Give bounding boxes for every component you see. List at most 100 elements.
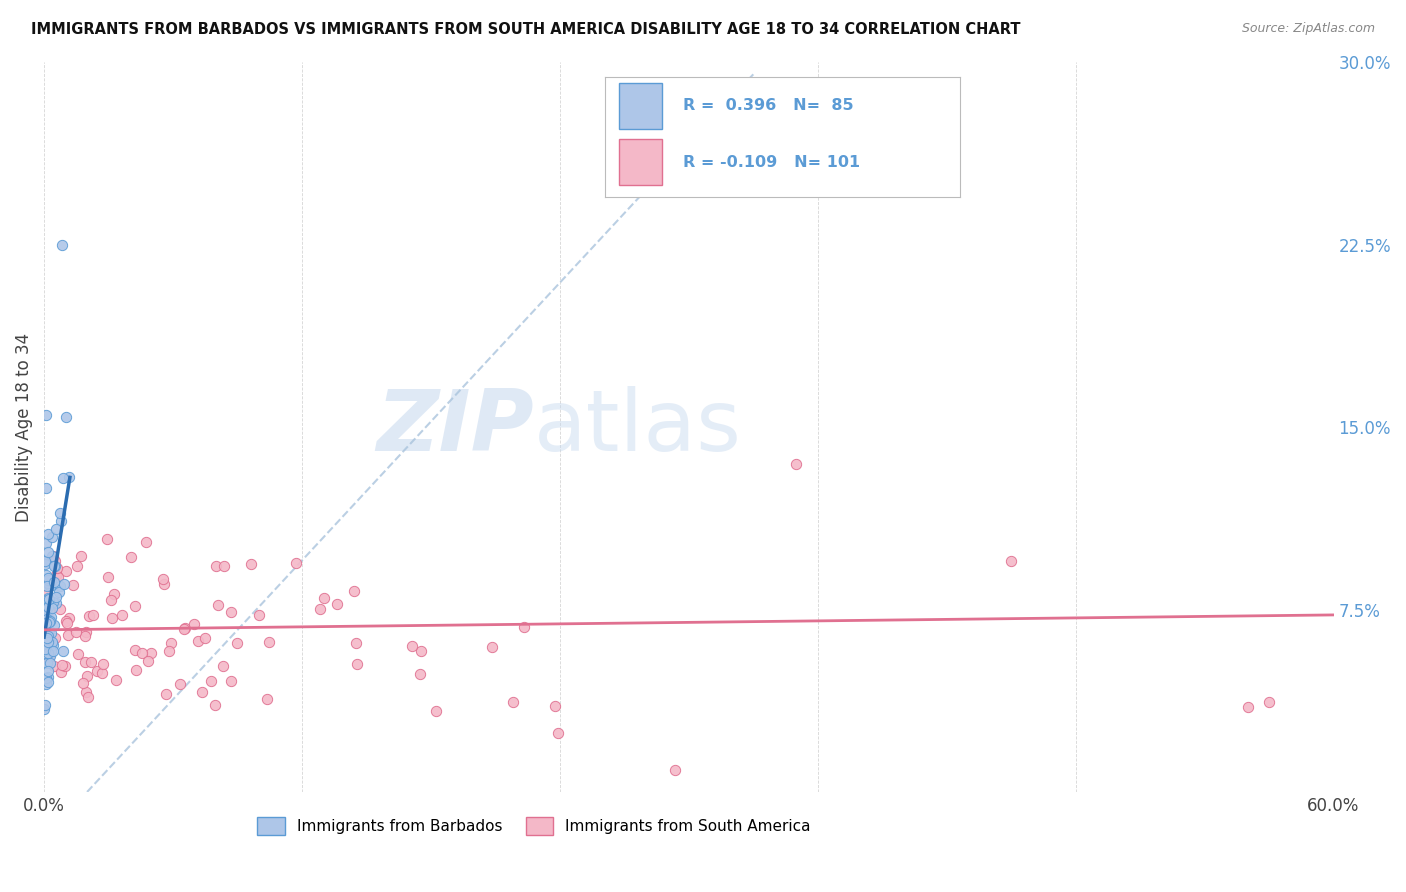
Point	[1236, 699, 1258, 714]
Point	[247, 607, 270, 622]
Point	[37, 545, 59, 559]
Point	[39, 648, 62, 663]
Y-axis label: Disability Age 18 to 34: Disability Age 18 to 34	[15, 333, 32, 522]
Point	[135, 535, 157, 549]
Point	[35, 631, 58, 645]
Point	[239, 557, 262, 571]
Point	[409, 666, 432, 681]
Text: atlas: atlas	[534, 385, 742, 468]
Point	[41, 578, 63, 592]
Point	[37, 599, 59, 614]
Point	[326, 597, 349, 611]
Point	[42, 595, 65, 609]
Point	[38, 614, 60, 628]
Point	[66, 647, 89, 661]
Point	[37, 591, 59, 606]
Point	[41, 601, 63, 615]
Point	[34, 646, 56, 660]
Point	[34, 615, 56, 630]
Point	[225, 636, 247, 650]
Point	[51, 237, 73, 252]
Point	[111, 608, 134, 623]
Point	[39, 610, 62, 624]
Point	[37, 595, 59, 609]
Point	[41, 530, 63, 544]
Point	[42, 618, 65, 632]
Point	[76, 625, 98, 640]
Point	[481, 640, 503, 654]
Point	[72, 675, 94, 690]
Point	[502, 695, 524, 709]
Point	[91, 657, 114, 671]
Point	[100, 593, 122, 607]
Point	[53, 577, 76, 591]
Point	[124, 599, 146, 613]
Point	[183, 616, 205, 631]
Point	[35, 612, 58, 626]
Point	[39, 574, 62, 589]
Point	[65, 558, 87, 573]
Point	[401, 640, 423, 654]
Point	[82, 608, 104, 623]
Point	[257, 634, 280, 648]
Point	[35, 481, 58, 495]
Point	[38, 623, 60, 637]
Point	[346, 657, 368, 671]
Point	[285, 556, 308, 570]
Point	[38, 592, 60, 607]
Point	[38, 603, 60, 617]
Point	[37, 600, 59, 615]
Point	[48, 602, 70, 616]
Point	[152, 577, 174, 591]
Point	[411, 644, 433, 658]
Point	[34, 597, 56, 611]
Point	[34, 648, 56, 663]
Point	[34, 557, 56, 571]
Point	[141, 646, 163, 660]
Point	[56, 615, 79, 630]
Point	[136, 654, 159, 668]
Point	[65, 625, 87, 640]
Point	[37, 674, 59, 689]
Point	[34, 606, 56, 620]
Point	[48, 506, 70, 520]
Point	[38, 577, 60, 591]
Point	[35, 593, 58, 607]
Point	[37, 629, 59, 643]
Point	[191, 685, 214, 699]
Point	[44, 559, 66, 574]
Point	[742, 116, 765, 130]
Point	[35, 643, 58, 657]
Point	[785, 457, 807, 471]
Point	[38, 632, 60, 647]
Point	[42, 549, 65, 563]
Point	[174, 621, 197, 635]
Point	[187, 633, 209, 648]
Point	[37, 670, 59, 684]
Point	[1000, 554, 1022, 568]
Legend: Immigrants from Barbados, Immigrants from South America: Immigrants from Barbados, Immigrants fro…	[257, 817, 811, 836]
Point	[664, 764, 686, 778]
Point	[44, 574, 66, 589]
Point	[55, 615, 77, 629]
Point	[46, 570, 69, 584]
Point	[212, 558, 235, 573]
Point	[46, 560, 69, 574]
Point	[45, 568, 67, 582]
Point	[73, 629, 96, 643]
Text: IMMIGRANTS FROM BARBADOS VS IMMIGRANTS FROM SOUTH AMERICA DISABILITY AGE 18 TO 3: IMMIGRANTS FROM BARBADOS VS IMMIGRANTS F…	[31, 22, 1021, 37]
Point	[56, 628, 79, 642]
Point	[425, 704, 447, 718]
Point	[52, 644, 75, 658]
Point	[41, 635, 63, 649]
Point	[44, 554, 66, 568]
Point	[97, 570, 120, 584]
Point	[169, 677, 191, 691]
Point	[34, 673, 56, 688]
Point	[38, 649, 60, 664]
Point	[207, 598, 229, 612]
Point	[104, 673, 127, 688]
Point	[55, 565, 77, 579]
Point	[200, 674, 222, 689]
Point	[52, 471, 75, 485]
